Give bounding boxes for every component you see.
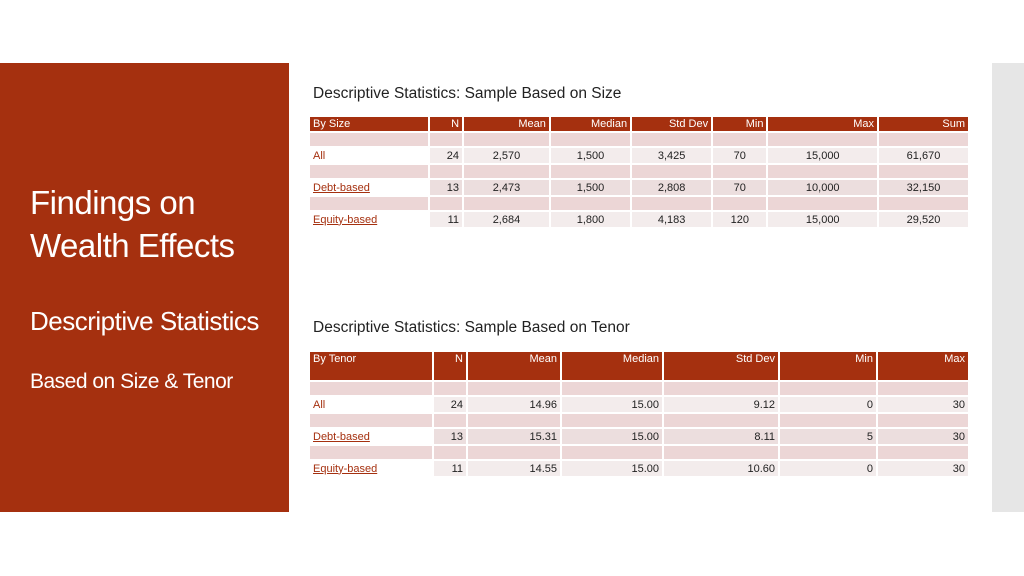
col-header-n: N	[430, 117, 463, 131]
cell-max: 15,000	[768, 148, 877, 163]
col-header-mean: Mean	[468, 352, 560, 380]
cell-n: 24	[434, 397, 466, 412]
table-header-row: By Tenor N Mean Median Std Dev Min Max	[310, 352, 968, 380]
side-scroll-strip	[992, 63, 1024, 512]
cell-n: 11	[434, 461, 466, 476]
row-label-equity-based[interactable]: Equity-based	[310, 461, 432, 476]
col-header-n: N	[434, 352, 466, 380]
col-header-std-dev: Std Dev	[664, 352, 778, 380]
spacer-row	[310, 382, 968, 395]
table-header-row: By Size N Mean Median Std Dev Min Max Su…	[310, 117, 968, 131]
col-header-min: Min	[780, 352, 876, 380]
col-header-sum: Sum	[879, 117, 968, 131]
table-row: Debt-based 13 2,473 1,500 2,808 70 10,00…	[310, 180, 968, 195]
cell-max: 30	[878, 429, 968, 444]
cell-mean: 2,684	[464, 212, 549, 227]
cell-n: 11	[430, 212, 463, 227]
spacer-row	[310, 133, 968, 146]
debt-based-link[interactable]: Debt-based	[313, 430, 370, 443]
cell-min: 0	[780, 461, 876, 476]
debt-based-link[interactable]: Debt-based	[313, 181, 370, 194]
col-header-by-size: By Size	[310, 117, 429, 131]
cell-median: 15.00	[562, 429, 662, 444]
size-stats-table: By Size N Mean Median Std Dev Min Max Su…	[308, 115, 970, 229]
tenor-stats-table: By Tenor N Mean Median Std Dev Min Max A…	[308, 350, 970, 478]
equity-based-link[interactable]: Equity-based	[313, 213, 378, 226]
row-label-equity-based[interactable]: Equity-based	[310, 212, 429, 227]
cell-median: 1,500	[550, 148, 631, 163]
cell-sum: 32,150	[879, 180, 968, 195]
cell-n: 13	[430, 180, 463, 195]
cell-sum: 29,520	[879, 212, 968, 227]
table-row: All 24 2,570 1,500 3,425 70 15,000 61,67…	[310, 148, 968, 163]
col-header-min: Min	[713, 117, 767, 131]
cell-max: 10,000	[768, 180, 877, 195]
cell-max: 15,000	[768, 212, 877, 227]
row-label-debt-based[interactable]: Debt-based	[310, 180, 429, 195]
col-header-max: Max	[878, 352, 968, 380]
spacer-row	[310, 197, 968, 210]
cell-min: 5	[780, 429, 876, 444]
slide-subtitle-detail: Based on Size & Tenor	[30, 370, 233, 393]
size-table-caption: Descriptive Statistics: Sample Based on …	[313, 85, 622, 102]
table-row: Equity-based 11 2,684 1,800 4,183 120 15…	[310, 212, 968, 227]
cell-min: 120	[713, 212, 767, 227]
cell-min: 70	[713, 148, 767, 163]
cell-median: 1,800	[550, 212, 631, 227]
cell-sum: 61,670	[879, 148, 968, 163]
equity-based-link[interactable]: Equity-based	[313, 462, 378, 475]
cell-mean: 2,570	[464, 148, 549, 163]
content-panel: Descriptive Statistics: Sample Based on …	[289, 63, 992, 512]
slide-subtitle: Descriptive Statistics	[30, 306, 259, 336]
tenor-table-caption: Descriptive Statistics: Sample Based on …	[313, 319, 630, 336]
cell-n: 13	[434, 429, 466, 444]
col-header-max: Max	[768, 117, 877, 131]
row-label-all: All	[310, 397, 432, 412]
cell-max: 30	[878, 397, 968, 412]
col-header-mean: Mean	[464, 117, 549, 131]
table-row: All 24 14.96 15.00 9.12 0 30	[310, 397, 968, 412]
cell-median: 15.00	[562, 397, 662, 412]
cell-mean: 14.55	[468, 461, 560, 476]
cell-mean: 2,473	[464, 180, 549, 195]
cell-min: 0	[780, 397, 876, 412]
cell-max: 30	[878, 461, 968, 476]
cell-min: 70	[713, 180, 767, 195]
spacer-row	[310, 446, 968, 459]
cell-median: 1,500	[550, 180, 631, 195]
cell-std-dev: 3,425	[632, 148, 712, 163]
cell-mean: 14.96	[468, 397, 560, 412]
spacer-row	[310, 165, 968, 178]
row-label-all: All	[310, 148, 429, 163]
cell-std-dev: 9.12	[664, 397, 778, 412]
table-row: Equity-based 11 14.55 15.00 10.60 0 30	[310, 461, 968, 476]
title-panel: Findings on Wealth Effects Descriptive S…	[0, 63, 289, 512]
cell-std-dev: 4,183	[632, 212, 712, 227]
cell-n: 24	[430, 148, 463, 163]
cell-std-dev: 2,808	[632, 180, 712, 195]
slide-title: Findings on Wealth Effects	[30, 184, 235, 264]
cell-std-dev: 8.11	[664, 429, 778, 444]
row-label-debt-based[interactable]: Debt-based	[310, 429, 432, 444]
col-header-median: Median	[562, 352, 662, 380]
cell-std-dev: 10.60	[664, 461, 778, 476]
table-row: Debt-based 13 15.31 15.00 8.11 5 30	[310, 429, 968, 444]
cell-median: 15.00	[562, 461, 662, 476]
spacer-row	[310, 414, 968, 427]
col-header-median: Median	[550, 117, 631, 131]
col-header-std-dev: Std Dev	[632, 117, 712, 131]
cell-mean: 15.31	[468, 429, 560, 444]
col-header-by-tenor: By Tenor	[310, 352, 432, 380]
